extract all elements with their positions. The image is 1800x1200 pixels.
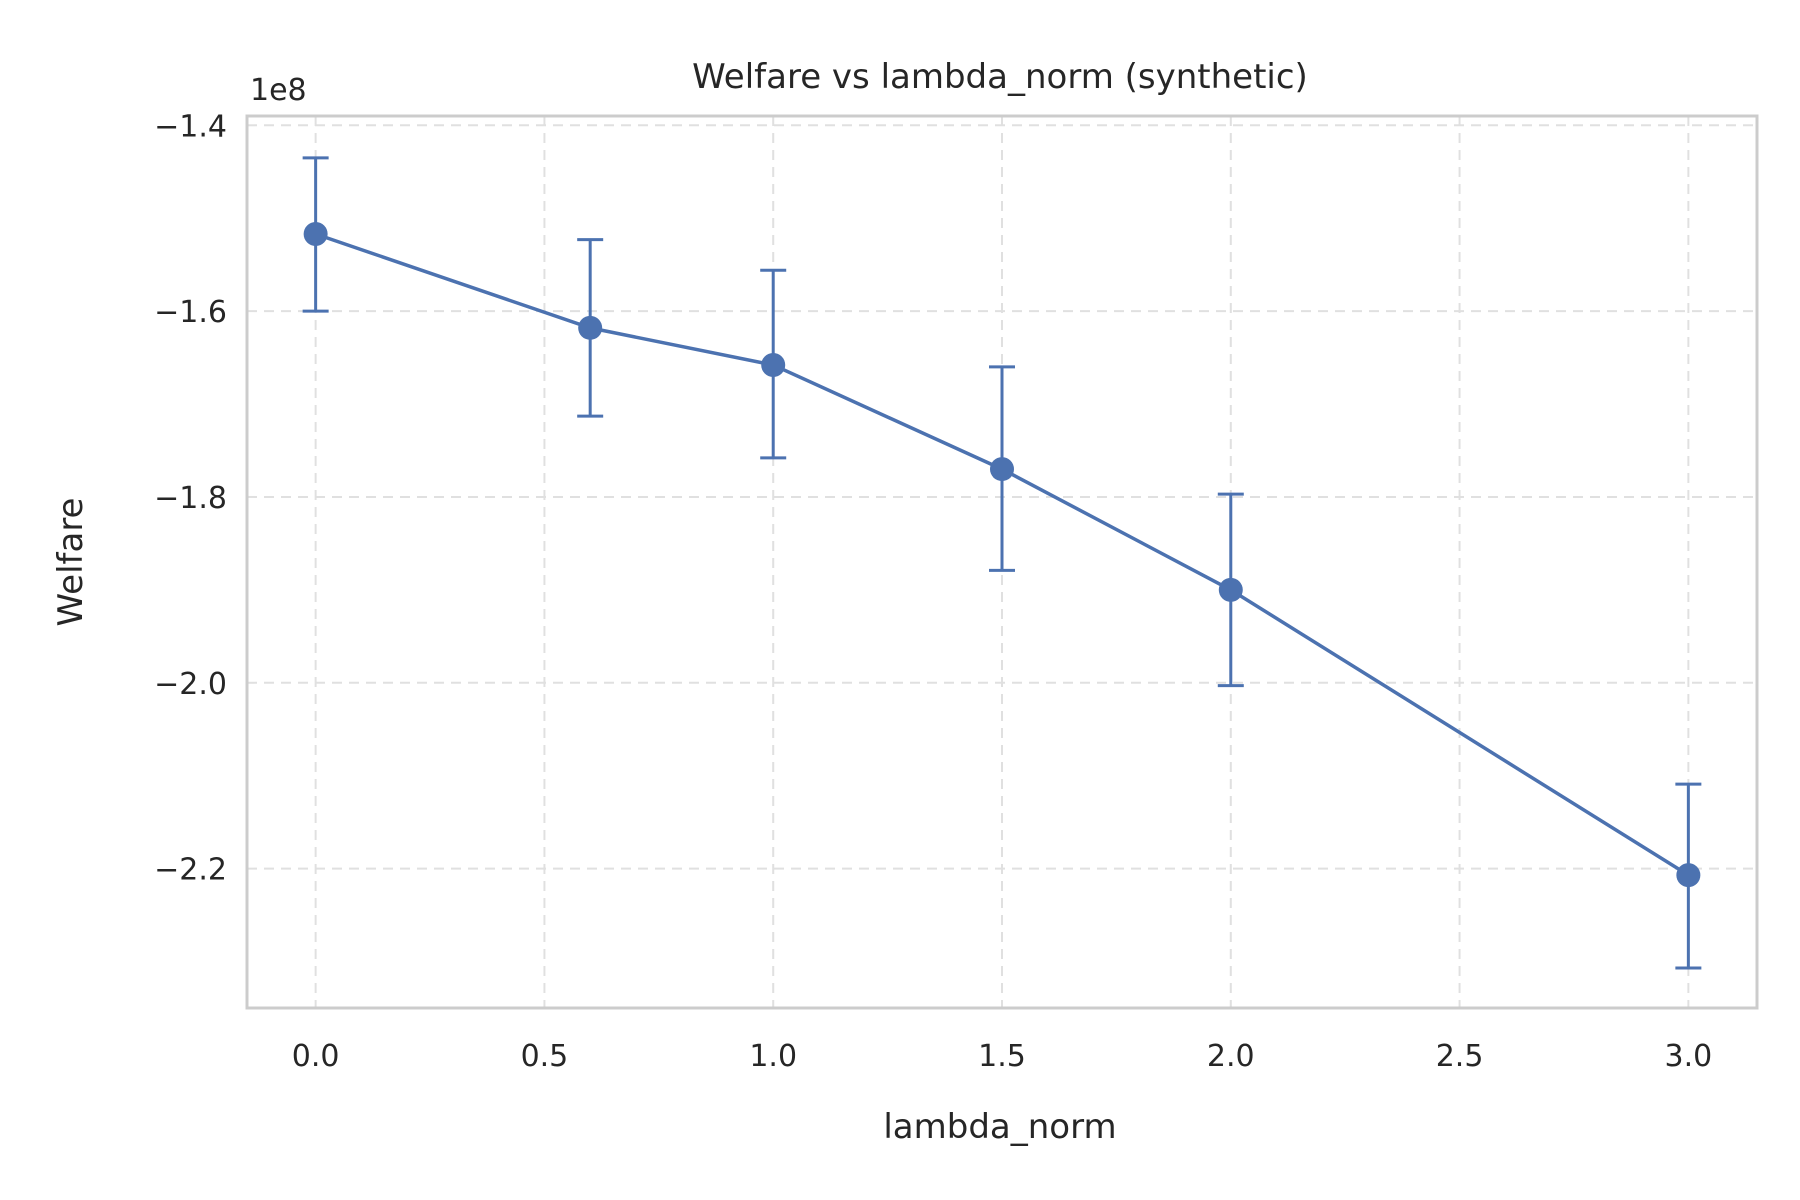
x-tick-label: 2.5 (1436, 1039, 1484, 1074)
y-axis-label: Welfare (51, 498, 91, 627)
x-tick-label: 1.5 (978, 1039, 1026, 1074)
data-point (1676, 863, 1701, 888)
data-point (1218, 577, 1243, 602)
x-tick-label: 0.5 (521, 1039, 569, 1074)
data-point (761, 353, 786, 378)
y-offset-label: 1e8 (250, 73, 307, 108)
y-tick-label: −2.0 (154, 667, 227, 702)
data-point (303, 222, 328, 247)
y-tick-label: −1.4 (154, 109, 227, 144)
series-line (315, 232, 1690, 877)
x-axis-label: lambda_norm (883, 1107, 1116, 1147)
data-point (578, 315, 603, 340)
series-layer (302, 156, 1702, 970)
chart-title: Welfare vs lambda_norm (synthetic) (692, 57, 1308, 97)
x-tick-label: 2.0 (1207, 1039, 1255, 1074)
x-tick-label: 3.0 (1665, 1039, 1713, 1074)
tick-layer: 0.0 0.5 1.0 1.5 2.0 2.5 3.0 −1.4 −1.6 −1.8 −2.0 −2.… (154, 109, 1712, 1074)
plot-frame (245, 114, 1759, 1010)
x-tick-label: 1.0 (749, 1039, 797, 1074)
x-tick-label: 0.0 (292, 1039, 340, 1074)
y-tick-label: −1.6 (154, 295, 227, 330)
y-tick-label: −1.8 (154, 481, 227, 516)
data-point (990, 457, 1014, 482)
y-tick-label: −2.2 (154, 853, 227, 888)
